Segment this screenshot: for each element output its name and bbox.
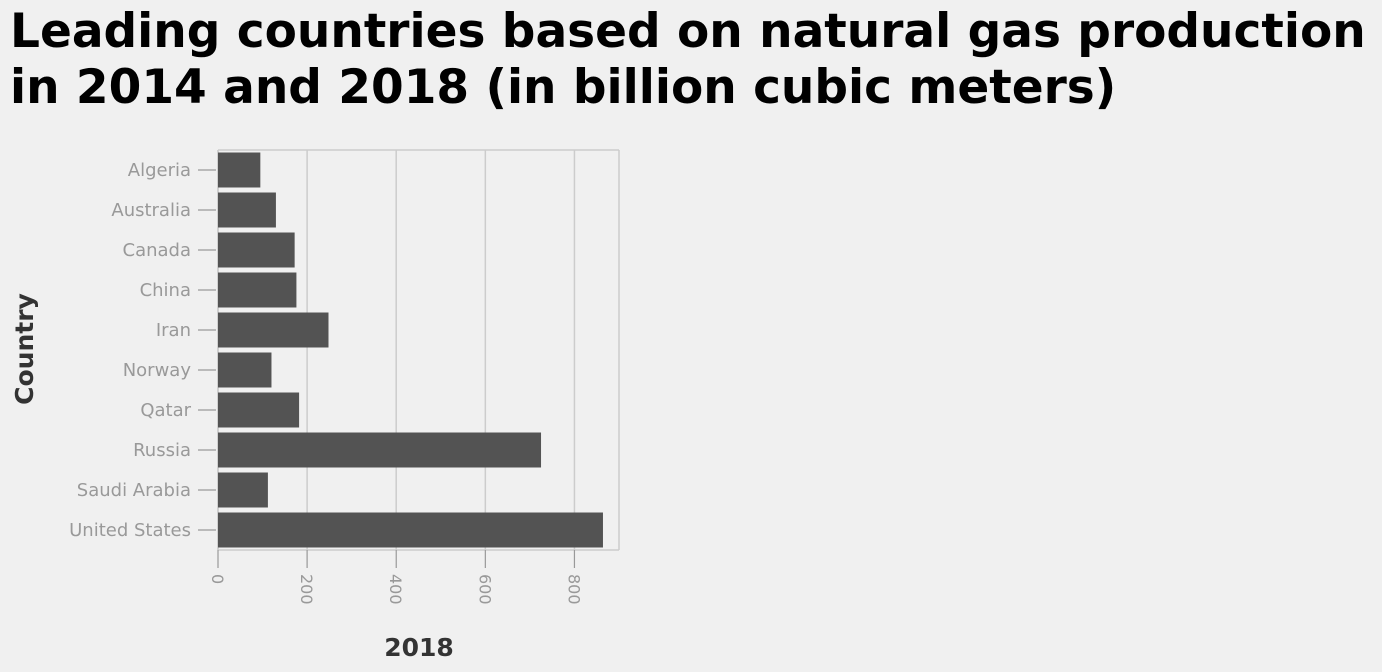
x-tick-label: 600 (475, 574, 494, 605)
x-tick-label: 200 (297, 574, 316, 605)
y-tick-label: United States (69, 520, 191, 541)
bar (218, 272, 297, 308)
grid-layer (217, 149, 620, 551)
y-tick-label: Iran (156, 320, 191, 341)
bar (218, 192, 276, 228)
y-tick-label: Russia (133, 440, 191, 461)
bar (218, 512, 603, 548)
bar-layer (218, 152, 603, 548)
y-axis: Algeria Australia Canada China Iran Norway Qat… (69, 160, 216, 541)
bar (218, 472, 268, 508)
bar (218, 352, 272, 388)
x-tick-label: 0 (208, 574, 227, 584)
y-tick-label: Qatar (140, 400, 191, 421)
chart-title: Leading countries based on natural gas p… (10, 4, 1380, 116)
x-tick-label: 800 (564, 574, 583, 605)
bar (218, 432, 542, 468)
y-tick-label: China (140, 280, 191, 301)
y-tick-label: Algeria (128, 160, 191, 181)
chart-title-line-1: Leading countries based on natural gas p… (10, 4, 1366, 59)
y-tick-label: Saudi Arabia (77, 480, 191, 501)
y-tick-label: Canada (123, 240, 192, 261)
bar (218, 392, 300, 428)
x-tick-label: 400 (386, 574, 405, 605)
y-tick-label: Australia (111, 200, 191, 221)
bar (218, 152, 261, 188)
bar (218, 312, 329, 348)
y-axis-title: Country (10, 293, 39, 405)
y-tick-label: Norway (123, 360, 192, 381)
chart-title-line-2: in 2014 and 2018 (in billion cubic meter… (10, 60, 1117, 115)
bar (218, 232, 295, 268)
x-axis: 0 200 400 600 800 (208, 550, 583, 605)
x-axis-title: 2018 (384, 633, 454, 662)
